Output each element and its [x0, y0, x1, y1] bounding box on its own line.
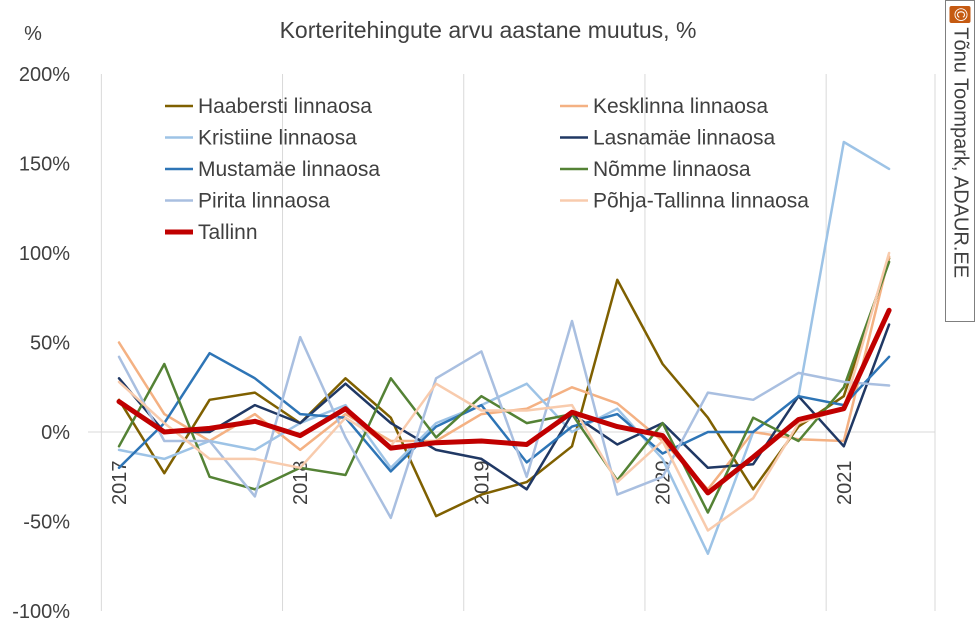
- legend-label-7: Põhja-Tallinna linnaosa: [593, 190, 809, 213]
- x-tick-label-2021: 2021: [834, 461, 856, 506]
- credit-label: © Tõnu Toompark, ADAUR.EE: [949, 6, 972, 278]
- copyright-icon: ©: [949, 6, 971, 24]
- x-tick-label-2017: 2017: [109, 461, 131, 506]
- chart: Korteritehingute arvu aastane muutus, % …: [12, 17, 936, 623]
- legend-label-4: Mustamäe linnaosa: [198, 158, 380, 181]
- legend-label-5: Nõmme linnaosa: [593, 158, 751, 181]
- y-tick-label: 200%: [19, 64, 70, 86]
- credit-text: Tõnu Toompark, ADAUR.EE: [949, 27, 972, 279]
- series-line-1: [117, 255, 891, 491]
- chart-title: Korteritehingute arvu aastane muutus, %: [280, 17, 697, 43]
- series-line-7: [117, 251, 891, 532]
- y-tick-label: 50%: [30, 333, 70, 355]
- legend-label-1: Kesklinna linnaosa: [593, 95, 768, 118]
- legend-label-2: Kristiine linnaosa: [198, 127, 357, 150]
- y-axis: -100% -50% 0% 50% 100% 150% 200%: [12, 64, 70, 623]
- credit-box: [945, 0, 975, 322]
- series-group: [116, 140, 892, 555]
- legend: Haabersti linnaosa Kesklinna linnaosa Kris…: [165, 95, 809, 244]
- legend-label-6: Pirita linnaosa: [198, 190, 330, 213]
- y-tick-label: 100%: [19, 243, 70, 265]
- x-tick-label-2020: 2020: [653, 461, 675, 506]
- y-tick-label: 0%: [41, 422, 70, 444]
- legend-label-0: Haabersti linnaosa: [198, 95, 372, 118]
- y-axis-label: %: [24, 23, 42, 45]
- legend-label-3: Lasnamäe linnaosa: [593, 127, 775, 150]
- legend-label-8: Tallinn: [198, 221, 258, 244]
- series-line-6: [117, 319, 891, 520]
- x-tick-label-2018: 2018: [290, 461, 312, 506]
- series-line-4: [117, 351, 891, 473]
- y-tick-label: -100%: [12, 601, 70, 623]
- y-tick-label: -50%: [23, 512, 70, 534]
- series-line-0: [117, 257, 891, 518]
- series-line-8: [116, 307, 892, 496]
- y-tick-label: 150%: [19, 154, 70, 176]
